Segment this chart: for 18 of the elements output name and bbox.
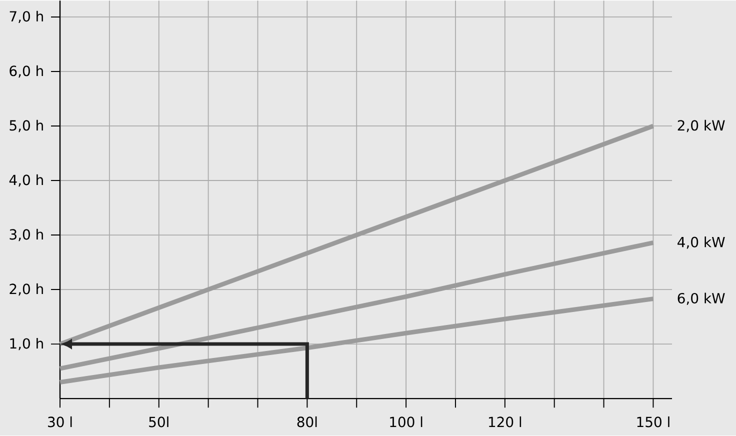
y-tick-label: 1,0 h: [10, 338, 43, 350]
x-tick-label: 50l: [149, 416, 168, 428]
series-label: 6,0 kW: [678, 292, 725, 306]
line-series: [58, 240, 656, 372]
x-tick-label: 150 l: [637, 416, 670, 428]
y-tick-label: 2,0 h: [10, 284, 43, 296]
x-tick-label: 80l: [297, 416, 317, 428]
y-tick-label: 6,0 h: [10, 66, 43, 78]
series-label: 2,0 kW: [678, 120, 725, 132]
series-label: 4,0 kW: [678, 236, 725, 249]
x-tick-label: 100 l: [390, 416, 422, 428]
x-tick-label: 120 l: [488, 416, 522, 428]
y-tick-label: 3,0 h: [10, 229, 43, 242]
y-tick-label: 5,0 h: [10, 120, 43, 132]
y-tick-label: 7,0 h: [10, 11, 43, 24]
line-series: [58, 296, 656, 385]
y-tick-label: 4,0 h: [9, 174, 43, 187]
x-tick-label: 30 l: [48, 416, 72, 428]
